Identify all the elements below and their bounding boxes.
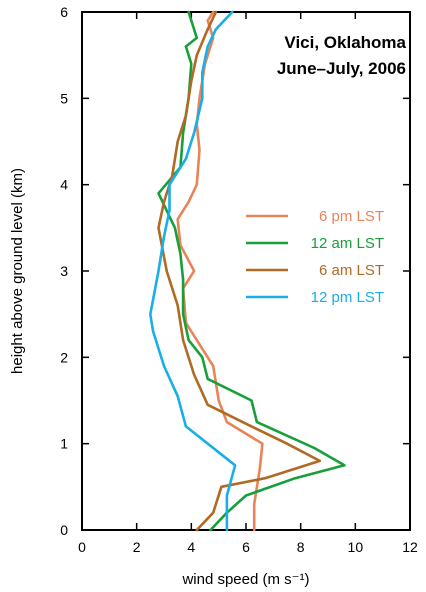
legend-label: 6 pm LST xyxy=(319,208,384,225)
legend-label: 12 pm LST xyxy=(311,289,384,306)
y-tick-label: 3 xyxy=(60,263,68,279)
chart-title: Vici, Oklahoma xyxy=(284,33,406,52)
y-tick-label: 4 xyxy=(60,177,68,193)
x-tick-label: 12 xyxy=(402,539,418,555)
y-tick-label: 2 xyxy=(60,349,68,365)
chart-subtitle: June–July, 2006 xyxy=(277,59,406,78)
x-tick-label: 0 xyxy=(78,539,86,555)
legend-label: 12 am LST xyxy=(311,235,384,252)
series-line-4 xyxy=(149,10,237,532)
x-axis-label: wind speed (m s⁻¹) xyxy=(181,571,309,588)
y-tick-label: 6 xyxy=(60,4,68,20)
x-tick-label: 4 xyxy=(187,539,195,555)
x-tick-label: 2 xyxy=(133,539,141,555)
y-axis-label: height above ground level (km) xyxy=(9,168,26,374)
series-line-3 xyxy=(157,10,322,532)
y-tick-label: 0 xyxy=(60,522,68,538)
x-tick-label: 10 xyxy=(348,539,364,555)
x-tick-label: 6 xyxy=(242,539,250,555)
y-tick-label: 1 xyxy=(60,436,68,452)
series-lines xyxy=(149,10,346,532)
x-tick-label: 8 xyxy=(297,539,305,555)
legend: 6 pm LST 12 am LST 6 am LST 12 pm LST xyxy=(246,208,384,306)
legend-label: 6 am LST xyxy=(319,262,384,279)
y-tick-label: 5 xyxy=(60,90,68,106)
